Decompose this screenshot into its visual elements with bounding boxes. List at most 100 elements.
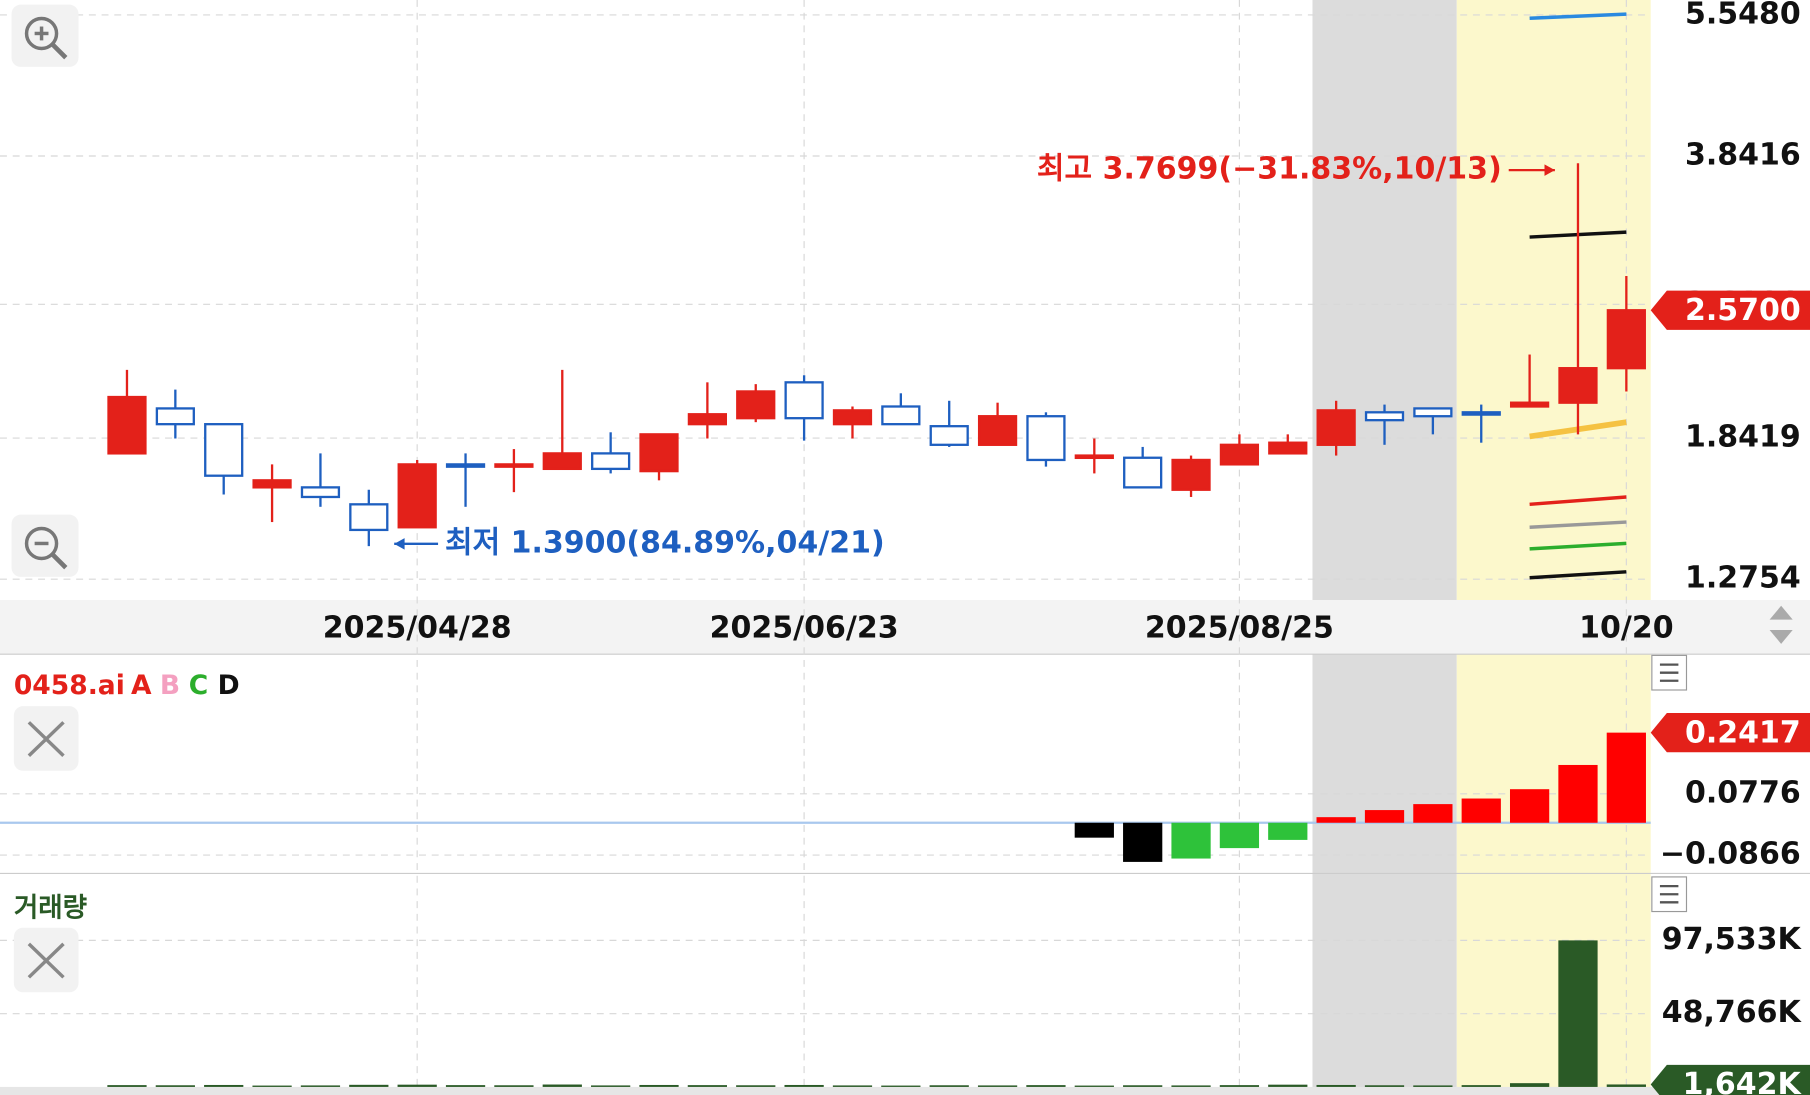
bar — [881, 1085, 921, 1087]
candle-body — [349, 503, 389, 532]
legend-entry: A — [131, 670, 152, 701]
bar — [1074, 1085, 1114, 1087]
candle-body — [1026, 415, 1066, 462]
annotation: 최고 3.7699(−31.83%,10/13) — [1037, 152, 1502, 187]
candle-body — [1461, 411, 1501, 416]
bar — [1606, 1084, 1646, 1087]
bar — [1558, 940, 1598, 1087]
bar — [1461, 1085, 1501, 1087]
bar — [445, 1085, 486, 1087]
bar — [300, 1085, 341, 1087]
y-tick-label: 1.8419 — [1685, 420, 1801, 455]
close-volume-button[interactable] — [13, 927, 79, 993]
candle-body — [1123, 456, 1163, 489]
panel-title: 거래량 — [14, 893, 87, 924]
legend-entry: D — [218, 670, 240, 701]
candle-body — [1413, 407, 1453, 418]
bar — [1558, 764, 1598, 823]
bar — [832, 1085, 873, 1087]
bar — [349, 1084, 389, 1087]
bar — [107, 1085, 147, 1087]
overlay-line — [1529, 541, 1627, 551]
y-tick-label: −0.0866 — [1660, 837, 1801, 872]
y-tick-label: 48,766K — [1662, 995, 1803, 1030]
bar — [1123, 822, 1163, 862]
bar — [494, 1085, 534, 1087]
candle-body — [1268, 441, 1308, 455]
candle-body — [1074, 454, 1114, 460]
price-tag-label: 0.2417 — [1685, 715, 1801, 750]
candle-body — [1558, 367, 1598, 404]
candle-body — [639, 433, 679, 473]
panel-title: 0458.ai — [14, 670, 125, 701]
price-tag — [1650, 713, 1810, 753]
bar — [1509, 789, 1550, 823]
candle-body — [1509, 401, 1550, 408]
scroll-arrows[interactable] — [1769, 605, 1793, 644]
shade-grey — [1312, 0, 1457, 600]
annotation-arrowhead — [394, 538, 405, 550]
candle-body — [977, 415, 1018, 446]
bar — [687, 1085, 728, 1087]
price-tag — [1650, 1064, 1810, 1095]
x-tick-label: 2025/04/28 — [323, 610, 512, 645]
overlay-line — [1529, 520, 1627, 530]
price-tag-label: 2.5700 — [1685, 293, 1801, 328]
bar — [1364, 1085, 1405, 1087]
bar — [397, 1084, 437, 1087]
candle-body — [494, 463, 534, 468]
x-tick-label: 10/20 — [1579, 610, 1673, 645]
zoom-in-button[interactable] — [11, 4, 79, 67]
annotation-arrowhead — [1544, 164, 1555, 176]
y-tick-label: 5.5480 — [1685, 0, 1801, 31]
bar — [1316, 1084, 1356, 1087]
bar — [1219, 1085, 1260, 1087]
candle-body — [397, 463, 437, 529]
volume-menu-button[interactable] — [1651, 876, 1688, 913]
candle-body — [107, 395, 147, 455]
y-tick-label: 97,533K — [1662, 922, 1803, 957]
candle-body — [687, 413, 728, 426]
bar — [204, 1084, 244, 1087]
candle-body — [445, 463, 486, 468]
close-indicator-button[interactable] — [13, 706, 79, 771]
annotation: 최저 1.3900(84.89%,04/21) — [445, 525, 885, 560]
bar — [1268, 822, 1308, 840]
candle-body — [204, 423, 244, 477]
candle-body — [1219, 443, 1260, 466]
bar — [1461, 798, 1501, 823]
bar — [1364, 810, 1405, 823]
bar — [929, 1085, 969, 1087]
y-tick-label: 0.0776 — [1685, 775, 1801, 810]
y-tick-label: 1.2754 — [1685, 561, 1801, 596]
candle-body — [1364, 411, 1405, 422]
bar — [1123, 1085, 1163, 1087]
zoom-out-button[interactable] — [11, 514, 79, 577]
shade-yellow — [1456, 654, 1651, 1095]
bar — [1171, 1085, 1211, 1087]
candle-body — [881, 405, 921, 426]
candle-body — [784, 381, 824, 420]
candle-body — [1171, 458, 1211, 491]
candle-body — [155, 407, 195, 426]
price-tag — [1650, 290, 1810, 330]
overlay-line — [1529, 570, 1627, 580]
bar — [1219, 822, 1260, 849]
candle-body — [929, 425, 969, 446]
bar — [784, 1084, 824, 1087]
bar — [736, 1085, 776, 1087]
bar — [155, 1085, 195, 1087]
bar — [977, 1085, 1018, 1087]
bar — [1413, 1085, 1453, 1087]
shade-grey — [1312, 654, 1457, 1095]
bar — [1316, 817, 1356, 823]
overlay-line — [1529, 495, 1627, 507]
candle-body — [1606, 309, 1646, 370]
y-tick-label: 3.8416 — [1685, 137, 1801, 172]
indicator-menu-button[interactable] — [1651, 654, 1688, 691]
candle-body — [832, 409, 873, 426]
candle-body — [736, 390, 776, 420]
